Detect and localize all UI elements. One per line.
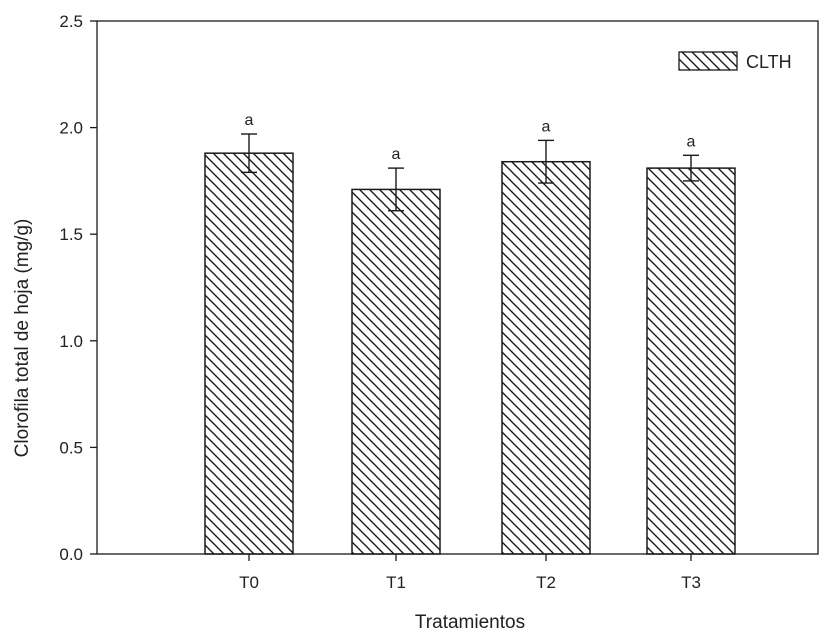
y-tick-label: 1.5 (59, 225, 83, 244)
legend-swatch (678, 51, 738, 71)
y-tick-label: 0.5 (59, 438, 83, 457)
significance-label: a (542, 118, 551, 135)
bar-t3 (646, 167, 736, 555)
y-axis-title: Clorofila total de hoja (mg/g) (12, 219, 33, 458)
legend-label: CLTH (746, 52, 792, 72)
x-tick-label: T1 (386, 573, 406, 592)
x-tick-label: T0 (239, 573, 259, 592)
x-tick-label: T2 (536, 573, 556, 592)
y-tick-label: 1.0 (59, 332, 83, 351)
significance-label: a (245, 112, 254, 129)
significance-label: a (687, 133, 696, 150)
bar-t0 (204, 152, 294, 555)
plot-frame (96, 20, 819, 555)
x-axis-title: Tratamientos (415, 612, 525, 633)
x-tick-label: T3 (681, 573, 701, 592)
significance-label: a (392, 146, 401, 163)
y-tick-label: 0.0 (59, 545, 83, 564)
y-tick-label: 2.0 (59, 119, 83, 138)
bar-t1 (351, 188, 441, 555)
bar-t2 (501, 160, 591, 555)
y-tick-label: 2.5 (59, 12, 83, 31)
